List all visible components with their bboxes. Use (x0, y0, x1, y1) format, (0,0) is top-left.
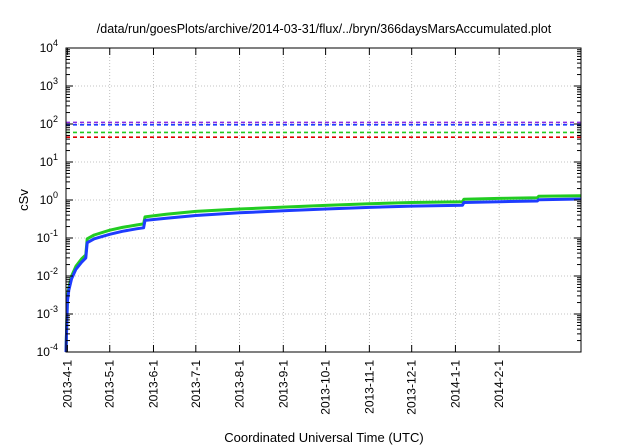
y-tick-label: 100 (40, 190, 58, 207)
y-tick-label: 10-3 (37, 304, 58, 321)
y-tick-label: 102 (40, 114, 58, 131)
series-line (64, 194, 582, 353)
y-axis-label: cSv (16, 189, 31, 211)
grid-lines (66, 48, 581, 352)
x-axis-ticks: 2013-4-1 2013-5-1 2013-6-1 2013-7-1 2013-8-1… (60, 48, 506, 415)
x-tick-label: 2013-5-1 (103, 360, 117, 408)
y-tick-label: 10-1 (37, 228, 58, 245)
x-tick-label: 2013-6-1 (146, 360, 160, 408)
plot-frame (65, 47, 582, 353)
y-tick-label: 10-4 (37, 342, 58, 359)
series-line (64, 197, 582, 353)
y-tick-label: 101 (40, 152, 58, 169)
threshold-lines (66, 121, 581, 138)
x-tick-label: 2013-10-1 (319, 360, 333, 415)
x-tick-label: 2013-8-1 (233, 360, 247, 408)
x-tick-label: 2013-11-1 (362, 360, 376, 414)
y-tick-label: 104 (40, 38, 58, 55)
chart-title: /data/run/goesPlots/archive/2014-03-31/f… (97, 22, 552, 36)
x-tick-label: 2013-9-1 (276, 360, 290, 408)
y-tick-label: 10-2 (37, 266, 58, 283)
x-tick-label: 2014-1-1 (448, 360, 462, 408)
x-tick-label: 2014-2-1 (492, 360, 506, 408)
y-tick-label: 103 (40, 76, 58, 93)
data-series (64, 194, 582, 353)
x-tick-label: 2013-4-1 (60, 360, 74, 408)
y-axis-ticks: 10-4 10-3 10-2 10-1 100 101 102 103 104 (37, 38, 581, 359)
x-axis-label: Coordinated Universal Time (UTC) (224, 430, 423, 445)
x-tick-label: 2013-12-1 (405, 360, 419, 415)
x-tick-label: 2013-7-1 (189, 360, 203, 408)
